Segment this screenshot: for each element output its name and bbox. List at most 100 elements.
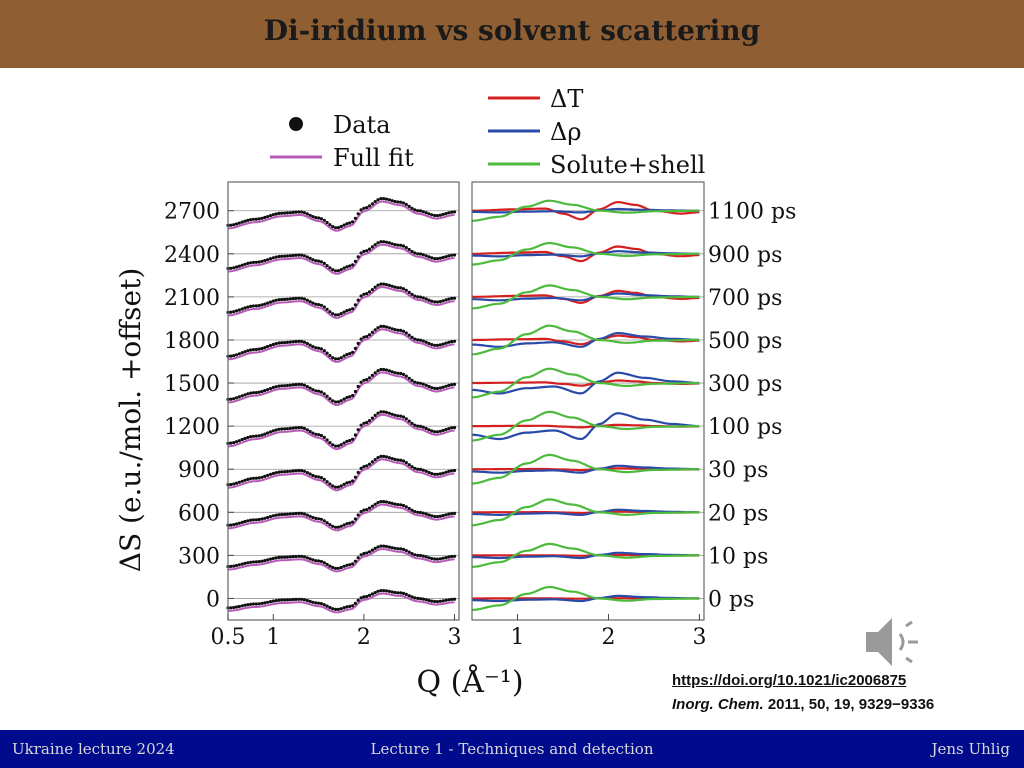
data-point <box>433 300 437 304</box>
data-points-3 <box>226 454 457 489</box>
data-point <box>243 561 247 566</box>
data-point <box>237 439 241 443</box>
data-point <box>266 515 270 520</box>
data-point <box>382 240 386 244</box>
data-point <box>390 590 394 594</box>
data-point <box>393 199 397 204</box>
data-point <box>277 470 281 474</box>
data-point <box>294 339 298 344</box>
data-point <box>393 413 397 417</box>
data-point <box>232 310 236 314</box>
data-point <box>317 389 321 393</box>
data-point <box>348 480 352 484</box>
data-point <box>325 394 329 398</box>
data-point <box>404 288 408 292</box>
data-point <box>271 213 275 217</box>
data-point <box>345 395 349 400</box>
solute-shell-line-2 <box>471 284 700 310</box>
data-point <box>263 432 267 436</box>
data-point <box>418 381 423 385</box>
data-point <box>232 523 236 527</box>
data-point <box>246 561 250 565</box>
data-point <box>334 226 338 230</box>
data-point <box>240 307 244 311</box>
data-point <box>274 513 278 517</box>
data-point <box>277 555 281 560</box>
data-point <box>384 368 389 372</box>
data-point <box>399 328 403 332</box>
speaker-icon[interactable] <box>860 612 932 672</box>
data-point <box>302 383 306 387</box>
data-point <box>294 426 298 430</box>
solute-shell-line-8 <box>471 542 700 568</box>
data-point <box>234 522 239 526</box>
data-point <box>376 589 380 593</box>
delay-label: 300 ps <box>708 372 782 397</box>
data-point <box>308 472 312 476</box>
data-point <box>427 513 431 517</box>
data-point <box>433 257 437 261</box>
data-point <box>268 214 273 218</box>
data-point <box>260 517 264 521</box>
data-point <box>447 469 451 473</box>
data-point <box>407 594 411 598</box>
data-point <box>331 356 335 360</box>
data-point <box>336 357 340 361</box>
data-point <box>430 343 434 347</box>
data-point <box>240 351 244 355</box>
y-tick-label: 300 <box>178 544 220 569</box>
data-point <box>399 547 403 551</box>
data-point <box>452 296 457 300</box>
data-point <box>277 298 281 302</box>
data-point <box>254 347 258 352</box>
data-point <box>382 500 386 504</box>
data-point <box>359 208 363 212</box>
data-point <box>232 397 236 401</box>
data-point <box>305 471 309 475</box>
data-point <box>427 428 431 432</box>
data-point <box>271 429 275 433</box>
data-point <box>334 566 338 571</box>
data-point <box>413 337 417 341</box>
data-point <box>283 384 287 388</box>
data-point <box>450 210 454 214</box>
data-point <box>336 566 340 570</box>
doi-link[interactable]: https://doi.org/10.1021/ic2006875 <box>672 672 907 689</box>
data-point <box>274 599 278 603</box>
data-point <box>263 302 267 306</box>
data-point <box>396 371 400 375</box>
data-point <box>257 517 261 522</box>
data-point <box>370 288 374 292</box>
data-point <box>285 254 289 258</box>
data-point <box>297 468 301 473</box>
data-point <box>280 297 284 302</box>
delay-label: 10 ps <box>708 544 768 569</box>
data-point <box>359 380 363 384</box>
data-point <box>444 598 448 602</box>
data-point <box>249 518 253 522</box>
data-point <box>351 350 355 354</box>
data-point <box>353 389 357 394</box>
data-point <box>331 565 335 570</box>
data-point <box>251 348 256 352</box>
data-point <box>336 226 340 230</box>
data-point <box>319 476 323 480</box>
data-point <box>288 254 292 258</box>
data-point <box>331 607 335 611</box>
y-tick-label: 2400 <box>164 243 220 268</box>
data-point <box>362 421 366 425</box>
data-point <box>288 598 292 602</box>
data-point <box>260 303 264 307</box>
data-point <box>404 331 408 335</box>
data-point <box>314 259 318 263</box>
data-point <box>345 309 349 313</box>
data-point <box>297 554 301 558</box>
data-point <box>376 326 380 330</box>
right-plot-frame <box>471 181 705 621</box>
data-point <box>300 253 304 257</box>
data-point <box>246 603 250 607</box>
data-point <box>336 400 340 404</box>
data-point <box>314 216 318 220</box>
data-point <box>277 254 281 259</box>
data-point <box>285 427 289 431</box>
